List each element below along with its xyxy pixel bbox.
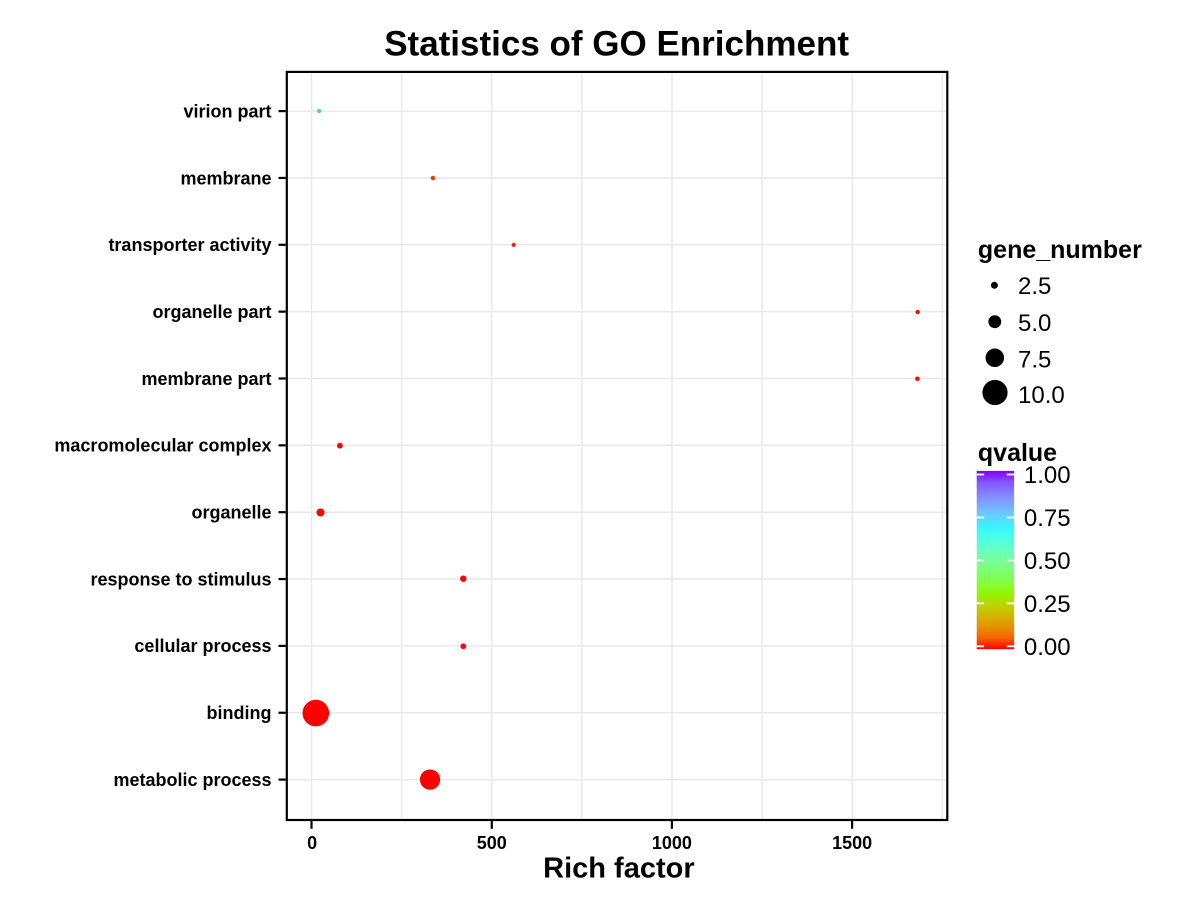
svg-text:0.25: 0.25 (1024, 591, 1071, 618)
svg-text:macromolecular complex: macromolecular complex (54, 436, 271, 456)
svg-text:cellular process: cellular process (134, 636, 271, 656)
svg-text:qvalue: qvalue (978, 439, 1057, 467)
svg-text:membrane part: membrane part (141, 369, 271, 389)
svg-text:5.0: 5.0 (1018, 310, 1051, 337)
svg-text:organelle part: organelle part (152, 302, 271, 322)
svg-text:organelle: organelle (191, 503, 271, 523)
svg-text:transporter activity: transporter activity (108, 235, 271, 255)
svg-text:response to stimulus: response to stimulus (90, 569, 271, 589)
svg-text:virion part: virion part (183, 101, 271, 121)
svg-text:2.5: 2.5 (1018, 273, 1051, 300)
svg-text:metabolic process: metabolic process (113, 770, 271, 790)
svg-text:10.0: 10.0 (1018, 382, 1065, 409)
svg-text:0.75: 0.75 (1024, 505, 1071, 532)
svg-text:Statistics of GO Enrichment: Statistics of GO Enrichment (384, 25, 849, 64)
svg-text:binding: binding (207, 703, 272, 723)
svg-text:membrane: membrane (180, 168, 271, 188)
svg-text:Rich factor: Rich factor (543, 853, 694, 885)
svg-text:0.00: 0.00 (1024, 634, 1071, 661)
svg-text:7.5: 7.5 (1018, 346, 1051, 373)
svg-text:0.50: 0.50 (1024, 548, 1071, 575)
svg-text:1.00: 1.00 (1024, 462, 1071, 489)
svg-text:0: 0 (307, 833, 317, 853)
svg-text:gene_number: gene_number (978, 236, 1142, 264)
svg-text:1500: 1500 (832, 833, 872, 853)
svg-text:1000: 1000 (652, 833, 692, 853)
svg-text:500: 500 (477, 833, 507, 853)
